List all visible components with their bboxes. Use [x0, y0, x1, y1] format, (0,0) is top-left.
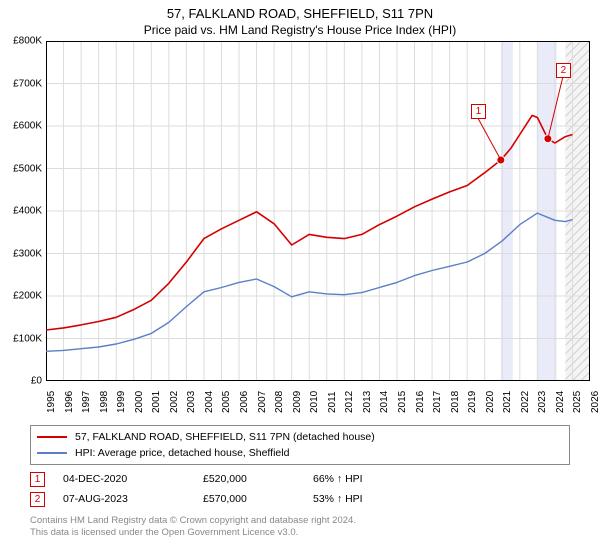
x-tick-label: 2005 [221, 391, 232, 413]
x-tick-label: 1999 [116, 391, 127, 413]
y-tick-label: £600K [13, 121, 42, 132]
x-tick-label: 2015 [397, 391, 408, 413]
x-tick-label: 2006 [239, 391, 250, 413]
marker-icon: 1 [30, 472, 45, 487]
x-tick-label: 2009 [292, 391, 303, 413]
data-point-row: 1 04-DEC-2020 £520,000 66% ↑ HPI [30, 469, 570, 489]
x-tick-label: 2010 [309, 391, 320, 413]
data-point-price: £570,000 [203, 493, 313, 505]
x-tick-label: 2017 [432, 391, 443, 413]
data-point-pct: 66% ↑ HPI [313, 473, 423, 485]
data-point-date: 07-AUG-2023 [63, 493, 203, 505]
chart-area: £0£100K£200K£300K£400K£500K£600K£700K£80… [46, 41, 590, 381]
x-tick-label: 1997 [81, 391, 92, 413]
y-tick-label: £200K [13, 291, 42, 302]
x-tick-label: 2019 [467, 391, 478, 413]
x-tick-label: 2023 [537, 391, 548, 413]
y-tick-label: £700K [13, 78, 42, 89]
legend-label: HPI: Average price, detached house, Shef… [75, 447, 289, 459]
y-tick-label: £400K [13, 206, 42, 217]
y-tick-label: £800K [13, 36, 42, 47]
x-tick-label: 2014 [379, 391, 390, 413]
footer-line: Contains HM Land Registry data © Crown c… [30, 515, 570, 527]
x-tick-label: 2012 [344, 391, 355, 413]
x-tick-label: 2020 [485, 391, 496, 413]
data-point-price: £520,000 [203, 473, 313, 485]
legend: 57, FALKLAND ROAD, SHEFFIELD, S11 7PN (d… [30, 425, 570, 465]
page-subtitle: Price paid vs. HM Land Registry's House … [0, 21, 600, 41]
x-tick-label: 2011 [327, 391, 338, 413]
data-point-pct: 53% ↑ HPI [313, 493, 423, 505]
x-tick-label: 2001 [151, 391, 162, 413]
x-tick-label: 2022 [520, 391, 531, 413]
x-tick-label: 1998 [99, 391, 110, 413]
x-tick-label: 2016 [415, 391, 426, 413]
x-tick-label: 2008 [274, 391, 285, 413]
x-tick-label: 2013 [362, 391, 373, 413]
legend-swatch [37, 452, 67, 454]
data-point-row: 2 07-AUG-2023 £570,000 53% ↑ HPI [30, 489, 570, 509]
x-tick-label: 1995 [46, 391, 57, 413]
chart-callout: 2 [556, 63, 571, 78]
x-tick-label: 2026 [590, 391, 600, 413]
legend-item: 57, FALKLAND ROAD, SHEFFIELD, S11 7PN (d… [37, 429, 563, 445]
data-points-table: 1 04-DEC-2020 £520,000 66% ↑ HPI 2 07-AU… [30, 469, 570, 509]
x-tick-label: 2021 [502, 391, 513, 413]
x-tick-label: 2024 [555, 391, 566, 413]
x-tick-label: 2002 [169, 391, 180, 413]
x-tick-label: 1996 [64, 391, 75, 413]
chart-callout: 1 [471, 104, 486, 119]
footer-attribution: Contains HM Land Registry data © Crown c… [30, 515, 570, 540]
x-axis-labels: 1995 1996 1997 1998 1999 2000 2001 2002 2003 2004… [46, 381, 590, 419]
y-tick-label: £300K [13, 248, 42, 259]
x-tick-label: 2007 [257, 391, 268, 413]
legend-label: 57, FALKLAND ROAD, SHEFFIELD, S11 7PN (d… [75, 431, 375, 443]
x-tick-label: 2025 [572, 391, 583, 413]
legend-swatch [37, 436, 67, 438]
x-tick-label: 2018 [450, 391, 461, 413]
x-tick-label: 2004 [204, 391, 215, 413]
data-point-date: 04-DEC-2020 [63, 473, 203, 485]
y-tick-label: £0 [31, 376, 42, 387]
y-tick-label: £100K [13, 333, 42, 344]
page-title: 57, FALKLAND ROAD, SHEFFIELD, S11 7PN [0, 0, 600, 21]
line-chart [46, 41, 590, 381]
marker-icon: 2 [30, 492, 45, 507]
legend-item: HPI: Average price, detached house, Shef… [37, 445, 563, 461]
x-tick-label: 2000 [134, 391, 145, 413]
footer-line: This data is licensed under the Open Gov… [30, 527, 570, 539]
x-tick-label: 2003 [186, 391, 197, 413]
y-tick-label: £500K [13, 163, 42, 174]
